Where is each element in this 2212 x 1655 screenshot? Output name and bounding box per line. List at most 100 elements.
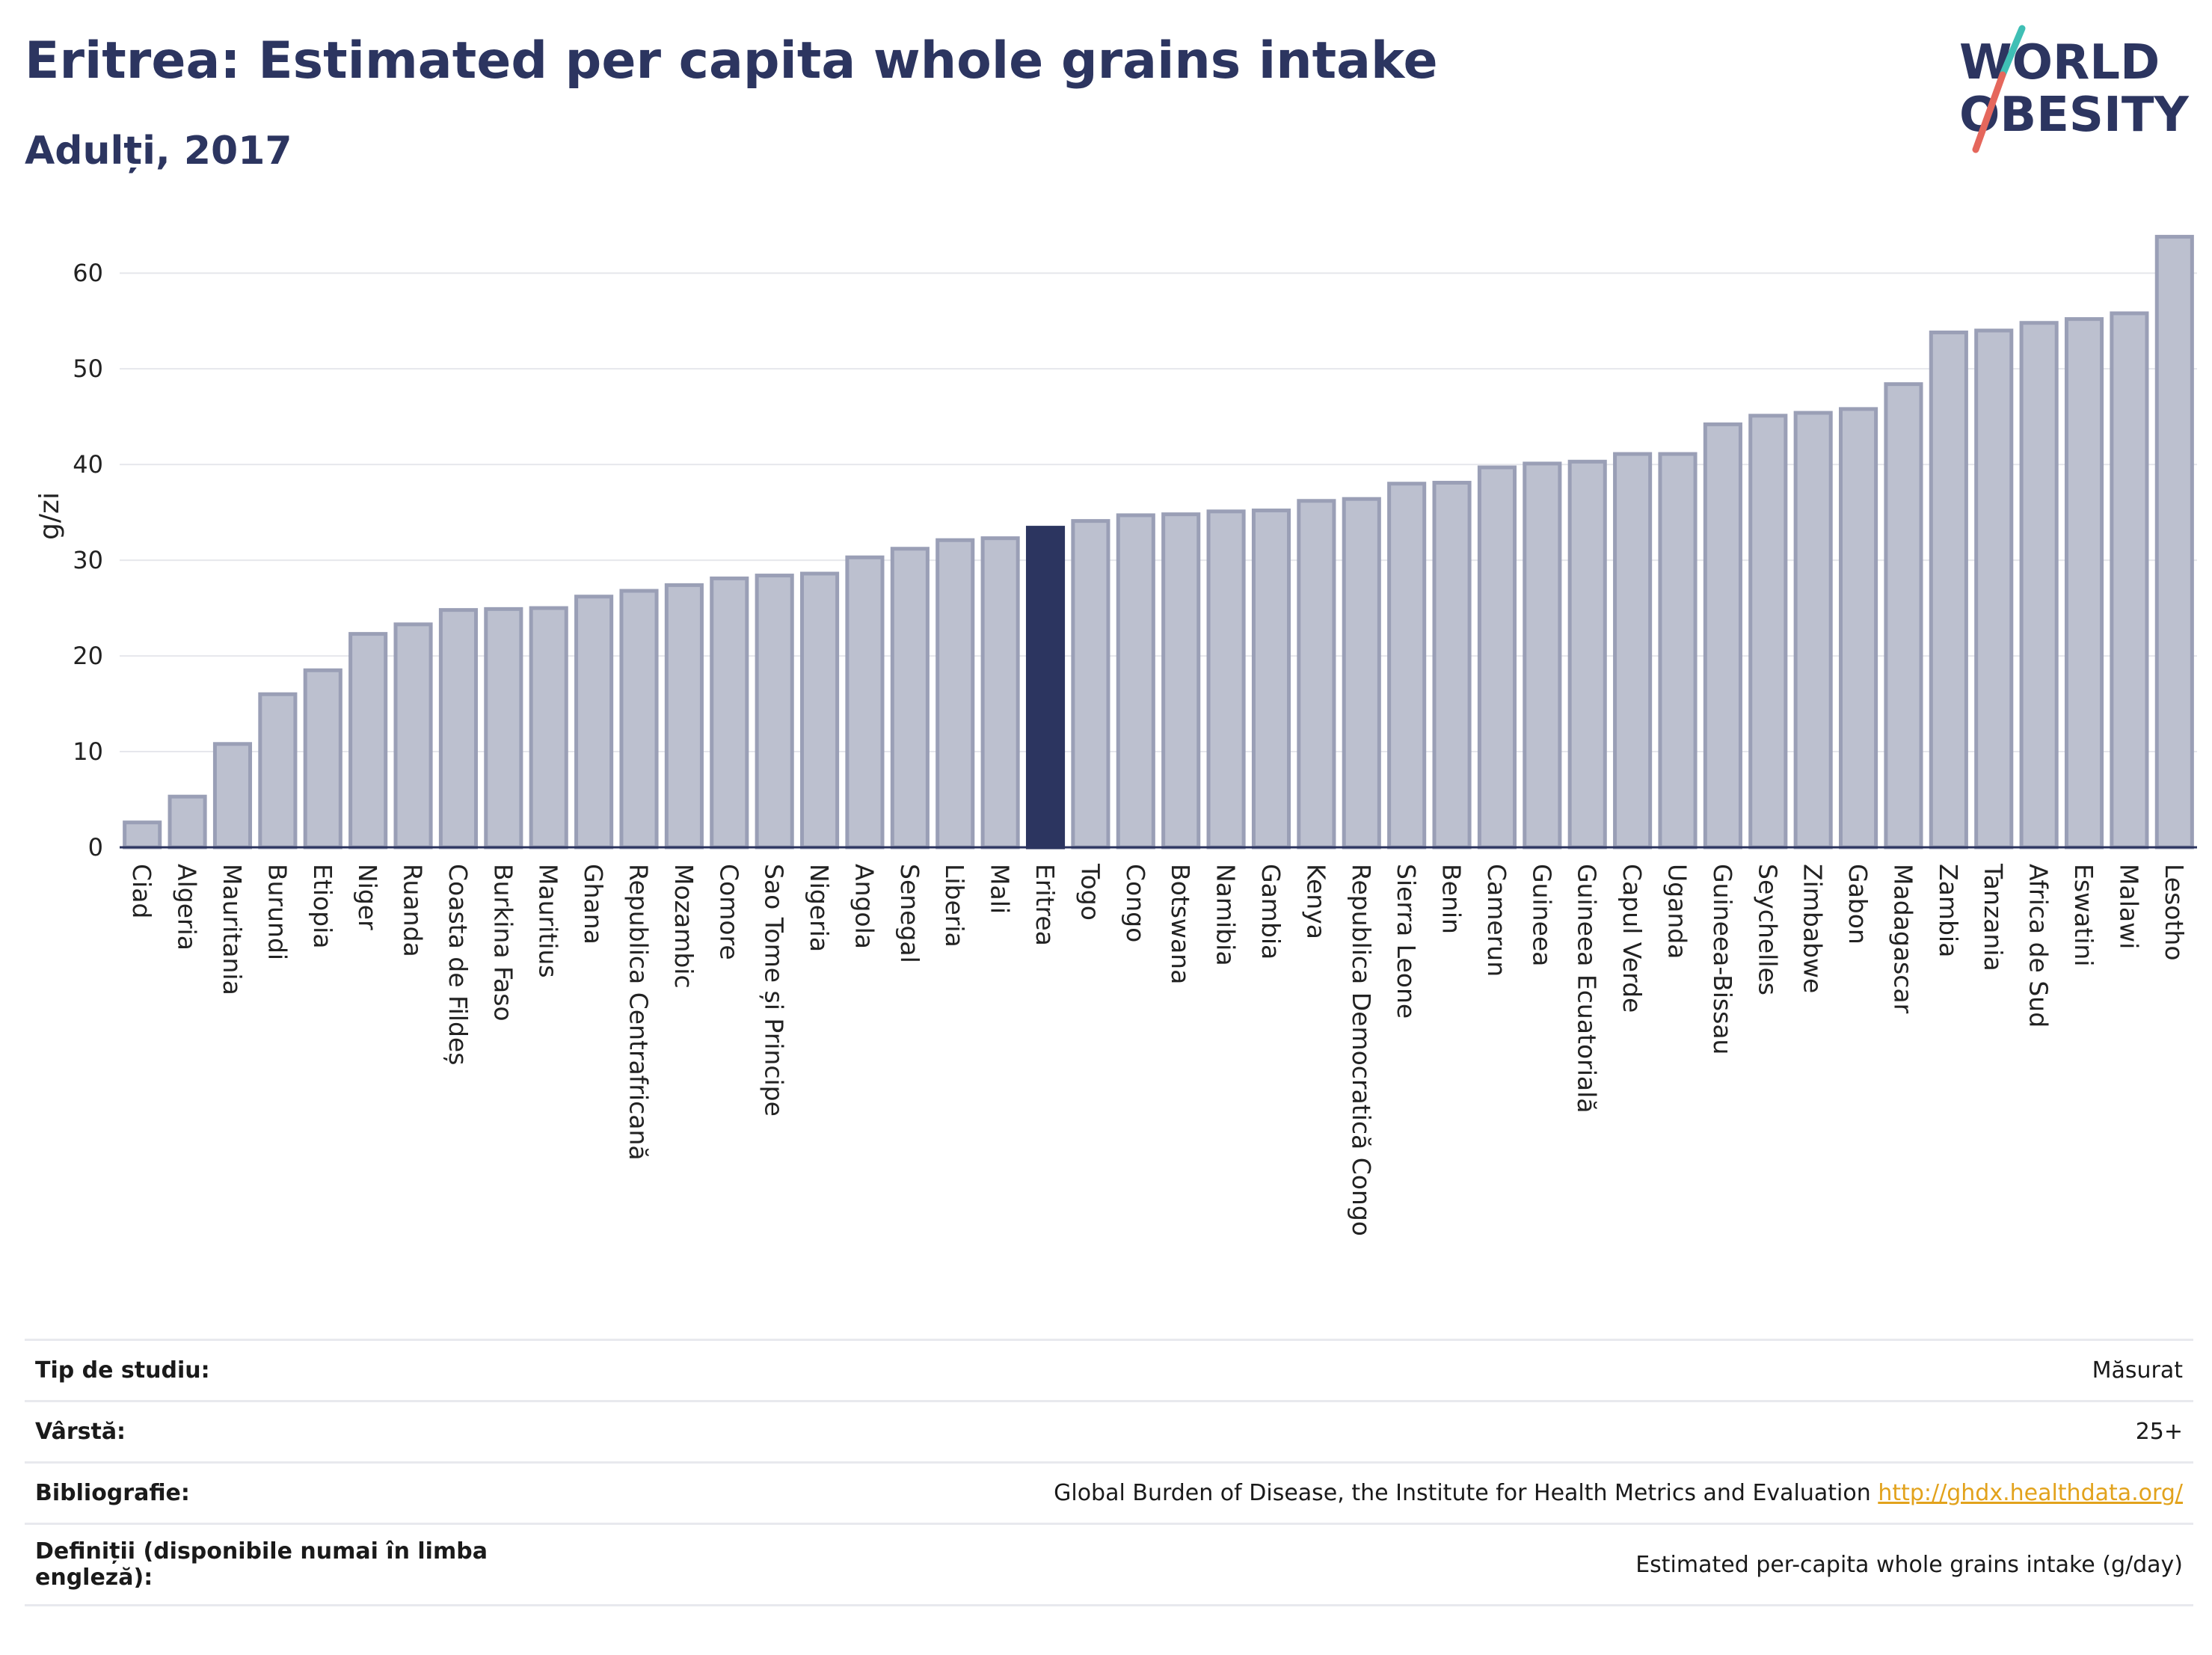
- x-tick-label: Botswana: [1166, 864, 1195, 984]
- info-value: Măsurat: [524, 1339, 2193, 1402]
- bar-seychelles[interactable]: [1748, 414, 1788, 850]
- bar-gambia[interactable]: [1251, 509, 1291, 850]
- x-tick-label: Tanzania: [1979, 863, 2008, 971]
- bar-burkina-faso[interactable]: [484, 607, 523, 850]
- x-tick-label: Burundi: [262, 864, 292, 960]
- y-tick-label: 10: [73, 737, 103, 766]
- x-tick-label: Kenya: [1301, 864, 1330, 939]
- bar-madagascar[interactable]: [1884, 382, 1923, 850]
- x-tick-label: Madagascar: [1888, 864, 1917, 1014]
- bar-africa-de-sud[interactable]: [2019, 321, 2059, 850]
- x-tick-label: Eritrea: [1030, 864, 1060, 946]
- logo-slash-red: [1972, 71, 2006, 153]
- x-tick-label: Zambia: [1934, 864, 1963, 957]
- page-title: Eritrea: Estimated per capita whole grai…: [25, 31, 1438, 90]
- y-tick-label: 30: [73, 546, 103, 574]
- bar-lesotho[interactable]: [2154, 235, 2194, 850]
- bar-uganda[interactable]: [1658, 452, 1698, 850]
- bar-mali[interactable]: [980, 536, 1020, 850]
- bar-nigeria[interactable]: [800, 571, 840, 850]
- bar-sao-tome-i-principe[interactable]: [755, 574, 794, 850]
- bar-gabon[interactable]: [1839, 407, 1878, 850]
- bar-eritrea[interactable]: [1025, 526, 1066, 850]
- bar-capul-verde[interactable]: [1613, 452, 1653, 850]
- bar-mauritius[interactable]: [529, 606, 568, 850]
- bar-algeria[interactable]: [168, 794, 207, 850]
- bar-angola[interactable]: [845, 555, 885, 850]
- bar-guineea-bissau[interactable]: [1703, 422, 1742, 850]
- x-tick-label: Niger: [353, 864, 382, 930]
- x-tick-label: Ghana: [579, 864, 608, 945]
- x-tick-label: Senegal: [895, 864, 924, 963]
- info-key: Definiții (disponibile numai în limba en…: [25, 1523, 524, 1606]
- x-tick-label: Ruanda: [399, 864, 428, 957]
- bar-guineea[interactable]: [1523, 461, 1562, 850]
- x-tick-label: Guineea: [1527, 864, 1556, 966]
- x-tick-label: Comore: [714, 864, 743, 960]
- x-tick-label: Namibia: [1211, 864, 1241, 966]
- bar-tanzania[interactable]: [1974, 328, 2014, 850]
- logo-line1: WORLD: [1959, 35, 2160, 90]
- y-axis-title: g/zi: [34, 492, 65, 540]
- x-tick-label: Sierra Leone: [1392, 864, 1421, 1019]
- x-tick-label: Africa de Sud: [2024, 864, 2053, 1028]
- bar-guineea-ecuatorial-[interactable]: [1567, 459, 1607, 850]
- bar-coasta-de-filde-[interactable]: [438, 608, 478, 850]
- bar-zambia[interactable]: [1929, 331, 1968, 850]
- bar-congo[interactable]: [1116, 513, 1155, 850]
- x-tick-label: Coasta de Fildeș: [443, 864, 473, 1065]
- x-tick-label: Uganda: [1663, 864, 1692, 959]
- y-tick-label: 60: [73, 259, 103, 287]
- bar-republica-democratic-congo[interactable]: [1342, 497, 1381, 850]
- bars: [123, 235, 2194, 850]
- bar-niger[interactable]: [348, 632, 388, 850]
- bibliography-text: Global Burden of Disease, the Institute …: [1054, 1480, 1871, 1506]
- info-value: Global Burden of Disease, the Institute …: [524, 1461, 2193, 1525]
- bar-liberia[interactable]: [936, 538, 975, 850]
- bar-republica-centrafrican-[interactable]: [619, 589, 659, 850]
- y-tick-label: 20: [73, 642, 103, 670]
- bar-zimbabwe[interactable]: [1793, 411, 1833, 850]
- bar-comore[interactable]: [710, 576, 749, 850]
- x-tick-label: Capul Verde: [1617, 864, 1647, 1013]
- bar-mozambic[interactable]: [664, 583, 704, 850]
- bar-camerun[interactable]: [1477, 465, 1517, 850]
- x-tick-label: Malawi: [2114, 864, 2143, 949]
- x-tick-label: Burkina Faso: [488, 864, 517, 1022]
- bar-ruanda[interactable]: [393, 622, 433, 850]
- x-tick-label: Ciad: [127, 864, 156, 918]
- bar-senegal[interactable]: [890, 547, 930, 850]
- x-tick-label: Mauritius: [534, 864, 563, 978]
- x-tick-label: Mali: [986, 864, 1015, 914]
- bibliography-link[interactable]: http://ghdx.healthdata.org/: [1878, 1480, 2183, 1506]
- bar-ciad[interactable]: [123, 820, 162, 850]
- bar-namibia[interactable]: [1206, 509, 1246, 850]
- x-tick-label: Liberia: [940, 864, 969, 948]
- x-tick-label: Republica Centrafricană: [624, 864, 654, 1161]
- x-tick-label: Etiopia: [308, 864, 337, 949]
- bar-burundi[interactable]: [258, 692, 298, 850]
- info-row-bibliography: Bibliografie: Global Burden of Disease, …: [25, 1461, 2193, 1525]
- bar-eswatini[interactable]: [2064, 317, 2104, 850]
- bar-ghana[interactable]: [574, 595, 614, 850]
- info-value: Estimated per-capita whole grains intake…: [524, 1523, 2193, 1606]
- info-key: Bibliografie:: [25, 1461, 524, 1525]
- x-tick-label: Gambia: [1256, 864, 1285, 959]
- y-tick-label: 50: [73, 354, 103, 383]
- bar-malawi[interactable]: [2110, 311, 2149, 850]
- page-subtitle: Adulți, 2017: [25, 129, 292, 174]
- x-tick-label: Seychelles: [1753, 864, 1782, 995]
- bar-botswana[interactable]: [1161, 512, 1201, 850]
- y-tick-label: 40: [73, 450, 103, 479]
- world-obesity-logo[interactable]: WORLD OBESITY: [1944, 15, 2199, 165]
- bar-sierra-leone[interactable]: [1387, 482, 1427, 850]
- x-tick-label: Republica Democratică Congo: [1347, 864, 1376, 1236]
- bar-kenya[interactable]: [1297, 499, 1336, 850]
- bar-togo[interactable]: [1071, 519, 1110, 850]
- x-axis-labels: Ciad Algeria Mauritania Burundi Etiopia Niger…: [127, 863, 2189, 1236]
- bar-mauritania[interactable]: [212, 742, 253, 850]
- x-tick-label: Angola: [850, 864, 879, 949]
- x-tick-label: Benin: [1437, 864, 1466, 934]
- bar-benin[interactable]: [1432, 480, 1472, 850]
- bar-etiopia[interactable]: [303, 668, 342, 850]
